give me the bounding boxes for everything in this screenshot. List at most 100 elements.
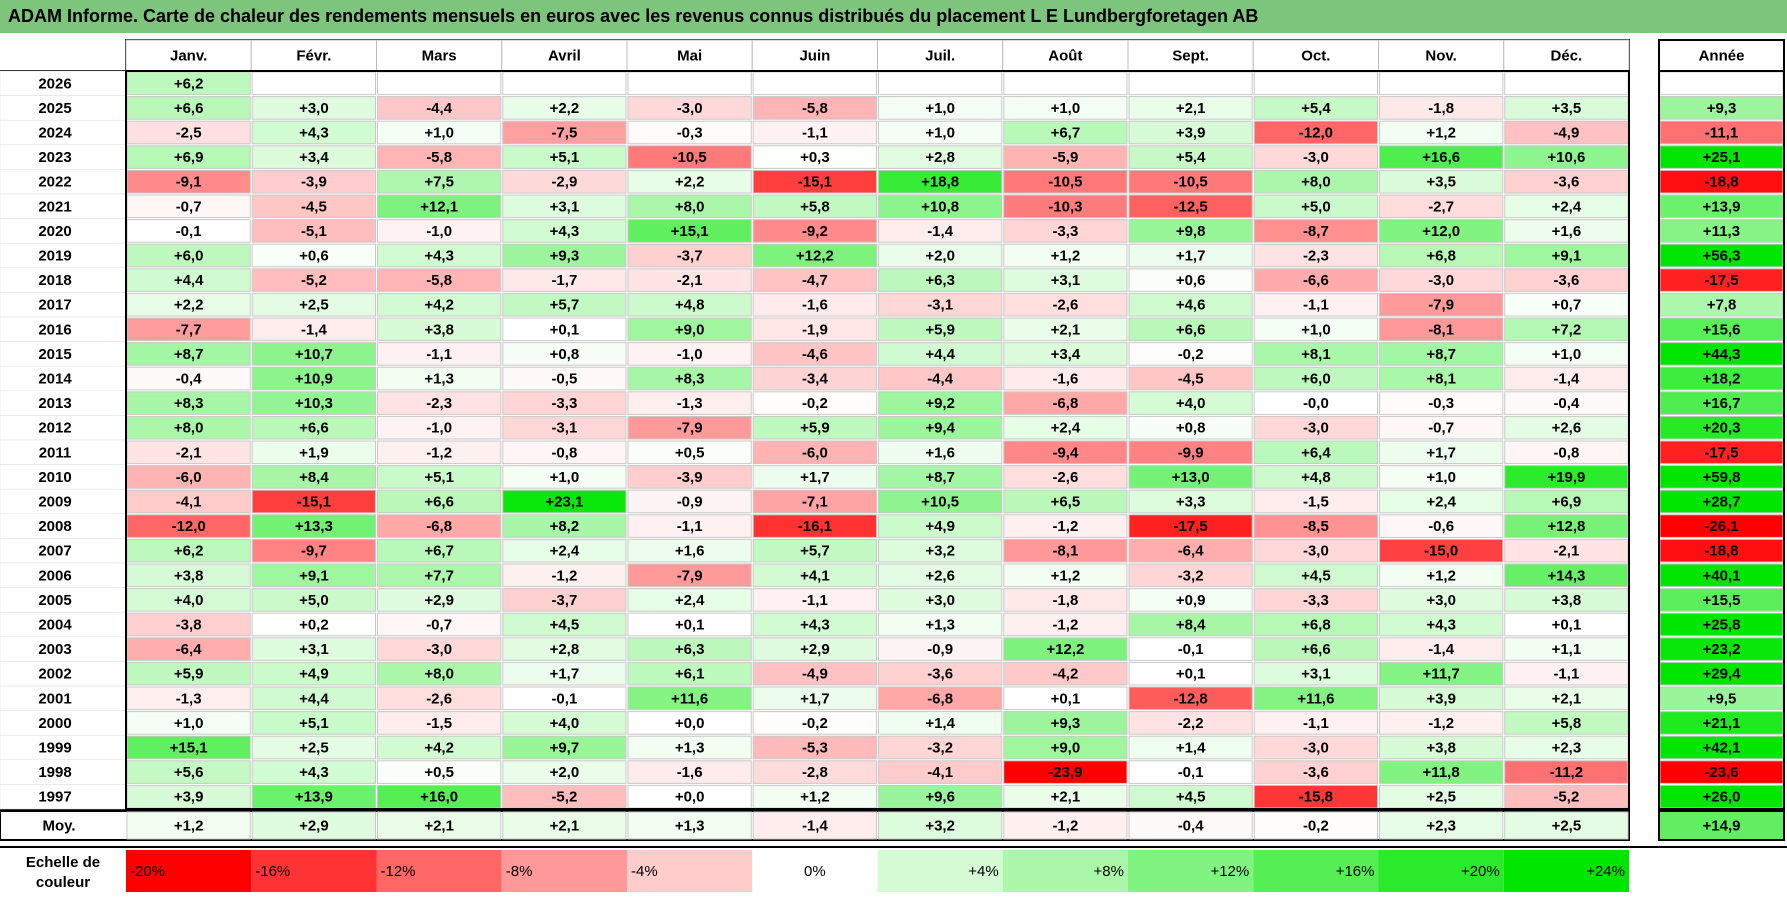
- cell-value: -7,9: [1428, 297, 1454, 314]
- heatmap-cell: [1253, 465, 1378, 489]
- cell-value: +9,0: [1051, 739, 1081, 756]
- cell-value: +9,1: [1552, 247, 1582, 264]
- cell-value: +13,3: [295, 518, 333, 535]
- heatmap-cell: [377, 760, 502, 784]
- heatmap-cell: [1003, 194, 1128, 219]
- annual-value: +7,8: [1707, 297, 1737, 314]
- scale-label: +8%: [1094, 863, 1124, 880]
- cell-value: +0,1: [1552, 616, 1582, 633]
- average-value: -0,2: [1303, 817, 1329, 834]
- cell-value: -1,4: [1553, 370, 1580, 387]
- cell-value: +0,1: [550, 321, 580, 338]
- year-label: 2019: [38, 247, 71, 264]
- heatmap-cell: [377, 169, 502, 194]
- heatmap-cell: [251, 96, 376, 120]
- heatmap-cell: [1128, 120, 1253, 145]
- average-value: +2,1: [424, 817, 454, 834]
- heatmap-cell: [1379, 760, 1504, 784]
- heatmap-cell: [627, 292, 752, 317]
- cell-value: -5,2: [301, 272, 327, 289]
- year-row-cell: [0, 365, 127, 392]
- cell-value: +1,0: [1426, 469, 1456, 486]
- heatmap-cell: [1253, 342, 1378, 366]
- heatmap-cell: [878, 194, 1003, 219]
- cell-value: -1,1: [802, 592, 828, 609]
- cell-value: -3,0: [677, 100, 703, 117]
- heatmap-cell: [251, 637, 376, 661]
- heatmap-cell: [1003, 71, 1128, 96]
- annual-value: -26,1: [1704, 518, 1738, 535]
- heatmap-cell: [627, 145, 752, 169]
- heatmap-cell: [878, 735, 1003, 760]
- cell-value: +1,0: [1051, 100, 1081, 117]
- heatmap-cell: [752, 711, 877, 735]
- year-row-cell: [0, 144, 127, 170]
- cell-value: +2,4: [1426, 493, 1456, 510]
- legend-divider: [0, 846, 1787, 848]
- heatmap-cell: [627, 588, 752, 612]
- cell-value: +5,1: [299, 715, 329, 732]
- cell-value: +4,3: [299, 764, 329, 781]
- cell-value: +9,1: [299, 567, 329, 584]
- cell-value: +6,0: [1301, 370, 1331, 387]
- cell-value: +6,8: [1426, 247, 1456, 264]
- cell-value: -3,4: [802, 370, 829, 387]
- heatmap-cell: [251, 391, 376, 415]
- heatmap-cell: [1379, 440, 1504, 465]
- cell-value: +0,7: [1552, 297, 1582, 314]
- month-header-label: Juin: [799, 47, 830, 64]
- heatmap-cell: [1253, 760, 1378, 784]
- cell-value: +3,8: [1552, 592, 1582, 609]
- cell-value: -1,2: [1428, 715, 1454, 732]
- year-label: 2022: [38, 174, 71, 191]
- heatmap-cell: [1128, 514, 1253, 538]
- year-label: 2007: [38, 543, 71, 560]
- heatmap-cell: [377, 415, 502, 440]
- cell-value: -12,8: [1174, 690, 1208, 707]
- heatmap-cell: [502, 169, 627, 194]
- cell-value: +0,8: [1176, 420, 1206, 437]
- year-row-cell: [0, 267, 127, 293]
- scale-swatch: [251, 850, 377, 892]
- heatmap-cell: [752, 489, 877, 514]
- cell-value: +2,2: [174, 297, 204, 314]
- cell-value: -9,1: [176, 174, 202, 191]
- cell-value: -4,4: [426, 100, 453, 117]
- heatmap-cell: [752, 637, 877, 661]
- cell-value: +23,1: [545, 493, 583, 510]
- cell-value: -9,7: [301, 543, 327, 560]
- heatmap-cell: [1003, 637, 1128, 661]
- cell-value: -5,9: [1052, 149, 1078, 166]
- cell-value: -4,2: [1052, 666, 1078, 683]
- cell-value: +12,0: [1422, 223, 1460, 240]
- cell-value: +1,2: [1426, 567, 1456, 584]
- chart-title: ADAM Informe. Carte de chaleur des rende…: [0, 0, 1787, 33]
- heatmap-cell: [878, 686, 1003, 711]
- heatmap-cell: [1128, 489, 1253, 514]
- heatmap-cell: [1253, 96, 1378, 120]
- heatmap-cell: [377, 711, 502, 735]
- heatmap-cell: [502, 145, 627, 169]
- heatmap-cell: [752, 219, 877, 243]
- heatmap-cell: [1003, 440, 1128, 465]
- heatmap-cell: [627, 760, 752, 784]
- cell-value: +1,6: [675, 543, 705, 560]
- cell-value: -1,1: [1303, 297, 1329, 314]
- heatmap-cell: [1128, 440, 1253, 465]
- heatmap-cell: [1253, 243, 1378, 268]
- cell-value: +0,5: [675, 444, 705, 461]
- heatmap-cell: [1128, 169, 1253, 194]
- heatmap-cell: [1253, 145, 1378, 169]
- heatmap-cell: [502, 194, 627, 219]
- month-header-label: Févr.: [296, 47, 331, 64]
- average-cell: [752, 811, 877, 840]
- cell-value: +0,0: [675, 715, 705, 732]
- cell-value: +2,8: [925, 149, 955, 166]
- heatmap-cell: [377, 145, 502, 169]
- heatmap-cell: [502, 538, 627, 563]
- heatmap-cell: [627, 612, 752, 637]
- heatmap-cell: [377, 71, 502, 96]
- heatmap-cell: [377, 219, 502, 243]
- heatmap-cell: [1379, 145, 1504, 169]
- cell-value: +10,9: [295, 370, 333, 387]
